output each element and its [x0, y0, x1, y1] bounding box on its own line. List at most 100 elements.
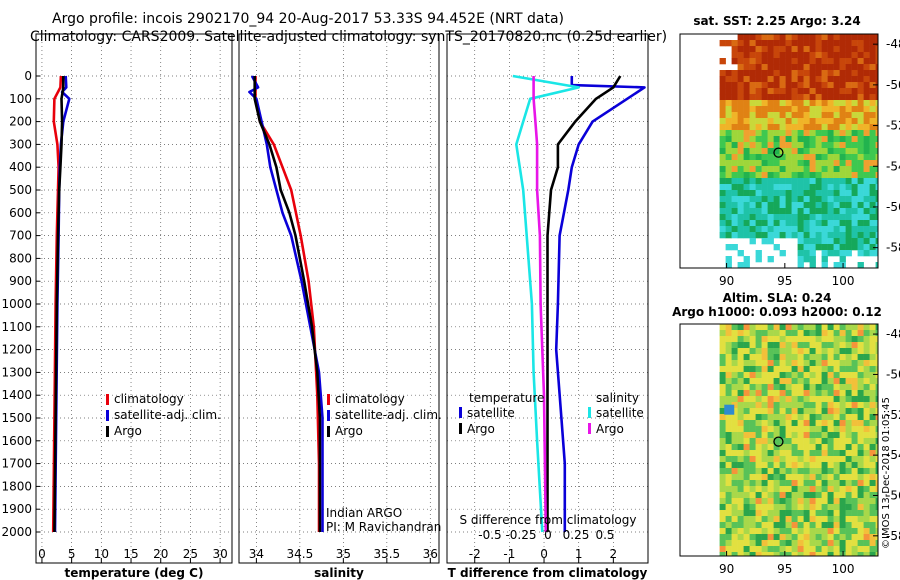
x-tick-label: 25 [183, 547, 198, 561]
map-cell [791, 70, 798, 77]
map-cell [803, 348, 810, 355]
top-tick-label: -0.5 [478, 528, 501, 542]
map-cell [785, 112, 792, 119]
map-cell [797, 432, 804, 439]
map-cell [815, 190, 822, 197]
legend-label: Argo [335, 424, 363, 438]
map-cell [851, 58, 858, 65]
map-cell [869, 40, 876, 47]
map-cell [779, 52, 786, 59]
map-cell [743, 540, 750, 547]
map-cell [797, 540, 804, 547]
map-cell [767, 456, 774, 463]
map-cell [761, 112, 768, 119]
map-cell [797, 510, 804, 517]
map-cell [869, 58, 876, 65]
map-cell [725, 118, 732, 125]
map-cell [773, 372, 780, 379]
map-cell [791, 360, 798, 367]
map-cell [737, 178, 744, 185]
map-cell [719, 190, 726, 197]
map-cell [821, 396, 828, 403]
map-cell [803, 366, 810, 373]
map-cell [785, 426, 792, 433]
map-cell [719, 468, 726, 475]
map-cell [857, 462, 864, 469]
map-cell [833, 46, 840, 53]
map-cell [785, 384, 792, 391]
map-cell [719, 354, 726, 361]
legend-label: Argo [114, 424, 142, 438]
map-cell [821, 100, 828, 107]
map-cell [791, 354, 798, 361]
map-cell [791, 232, 798, 239]
map-cell [791, 444, 798, 451]
map-cell [743, 154, 750, 161]
map-cell [815, 46, 822, 53]
map-cell [869, 522, 876, 529]
map-cell [749, 324, 756, 331]
map-cell [773, 462, 780, 469]
map-cell [839, 528, 846, 535]
map-cell [827, 52, 834, 59]
map-cell [797, 46, 804, 53]
map-cell [725, 94, 732, 101]
map-cell [779, 58, 786, 65]
map-cell [803, 480, 810, 487]
map-cell [869, 52, 876, 59]
map-lat-label: -48 [886, 37, 900, 51]
map-cell [851, 378, 858, 385]
map-cell [761, 372, 768, 379]
map-cell [851, 64, 858, 71]
map-cell [797, 64, 804, 71]
map-cell [779, 402, 786, 409]
map-cell [731, 154, 738, 161]
y-tick-label: 1600 [1, 434, 32, 448]
y-tick-label: 800 [9, 251, 32, 265]
map-cell [749, 528, 756, 535]
map-cell [833, 250, 840, 257]
map-cell [743, 360, 750, 367]
map-cell [821, 160, 828, 167]
map-cell [797, 106, 804, 113]
map-cell [875, 142, 878, 149]
map-cell [875, 360, 878, 367]
map-cell [821, 504, 828, 511]
map-cell [773, 516, 780, 523]
map-cell [725, 480, 732, 487]
map-cell [857, 250, 864, 257]
map-cell [833, 154, 840, 161]
map-cell [869, 408, 876, 415]
map-cell [785, 88, 792, 95]
map-cell [743, 118, 750, 125]
map-cell [851, 220, 858, 227]
map-cell [803, 46, 810, 53]
map-cell [839, 202, 846, 209]
map-cell [737, 184, 744, 191]
legend-swatch [106, 394, 109, 405]
map-cell [719, 504, 726, 511]
map-cell [761, 432, 768, 439]
map-cell [773, 528, 780, 535]
map-cell [791, 148, 798, 155]
map-cell [851, 348, 858, 355]
map-cell [779, 408, 786, 415]
map-cell [773, 172, 780, 179]
map-cell [779, 492, 786, 499]
map-cell [767, 444, 774, 451]
map-cell [779, 34, 786, 41]
map-cell [737, 516, 744, 523]
map-cell [797, 250, 804, 257]
map-cell [839, 354, 846, 361]
map-lat-label: -56 [886, 488, 900, 502]
map-cell [731, 106, 738, 113]
x-tick-label: 0 [38, 547, 46, 561]
map-cell [797, 112, 804, 119]
map-cell [791, 552, 798, 556]
map-cell [791, 142, 798, 149]
map-cell [767, 384, 774, 391]
map-cell [791, 220, 798, 227]
map-cell [731, 342, 738, 349]
map-cell [809, 366, 816, 373]
map-cell [845, 462, 852, 469]
